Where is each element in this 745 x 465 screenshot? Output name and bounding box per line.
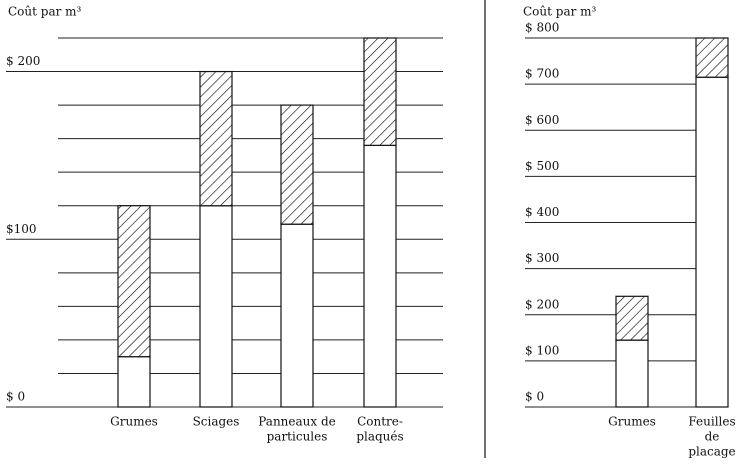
chart-title: Coût par m³	[8, 5, 82, 19]
x-tick-label: Panneaux de	[258, 415, 336, 429]
y-tick-label: $ 600	[525, 113, 559, 127]
x-tick-label: Grumes	[110, 415, 158, 429]
y-tick-label: $ 500	[525, 159, 559, 173]
y-tick-label: $ 0	[525, 390, 544, 404]
bar-segment	[117, 356, 151, 408]
bar-segment	[199, 70, 233, 207]
x-tick-label: particules	[267, 430, 328, 444]
x-tick-label: Grumes	[608, 415, 656, 429]
x-tick-label: Contre-	[357, 415, 403, 429]
chart-title: Coût par m³	[523, 5, 597, 19]
bar-segment	[615, 339, 649, 408]
x-tick-label: Sciages	[193, 415, 240, 429]
y-tick-label: $ 700	[525, 67, 559, 81]
bar-segment	[615, 295, 649, 341]
bar-segment	[363, 37, 397, 146]
x-tick-label: de	[705, 430, 720, 444]
y-tick-label: $ 800	[525, 21, 559, 35]
bar-segment	[199, 205, 233, 408]
bar-segment	[695, 37, 729, 78]
bar-segment	[280, 104, 314, 225]
y-tick-label: $ 0	[6, 390, 25, 404]
bar-segment	[363, 144, 397, 408]
bar-segment	[280, 223, 314, 408]
y-tick-label: $ 300	[525, 251, 559, 265]
y-tick-label: $ 200	[6, 54, 40, 68]
y-tick-label: $ 400	[525, 205, 559, 219]
y-tick-label: $ 200	[525, 297, 559, 311]
x-tick-label: Feuilles	[688, 415, 735, 429]
y-tick-label: $100	[6, 222, 37, 236]
x-tick-label: placage	[688, 445, 735, 459]
bar-segment	[117, 205, 151, 358]
bar-segment	[695, 76, 729, 408]
y-tick-label: $ 100	[525, 343, 559, 357]
x-tick-label: plaqués	[356, 430, 403, 444]
